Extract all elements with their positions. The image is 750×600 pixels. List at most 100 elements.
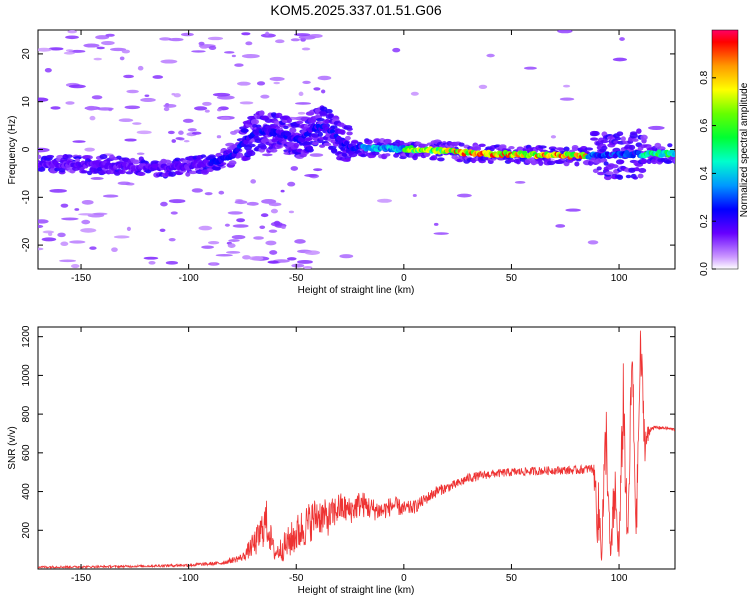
spectrogram-noise-blob: [204, 192, 213, 196]
spectrogram-noise-blob: [253, 236, 265, 240]
spectrogram-noise-blob: [178, 130, 184, 135]
spectrogram-noise-blob: [298, 91, 304, 97]
spectrogram-noise-blob: [218, 190, 225, 195]
spectrogram-noise-blob: [159, 37, 172, 41]
spectrogram-noise-blob: [200, 45, 209, 49]
spectrogram-noise-blob: [297, 259, 313, 264]
spectrogram-halo: [584, 147, 594, 151]
spectrogram-noise-blob: [124, 105, 141, 110]
spectrogram-noise-blob: [90, 177, 104, 180]
spectrogram-noise-blob: [287, 181, 296, 187]
spectrogram-noise-blob: [412, 194, 417, 198]
spectrogram-halo: [283, 125, 289, 130]
spectrogram-halo: [629, 131, 638, 136]
colorbar-tick-label: 0.8: [699, 70, 710, 84]
spectrogram-noise-blob: [91, 95, 103, 100]
spectrogram-noise-blob: [61, 217, 79, 221]
spectrogram-noise-blob: [376, 198, 393, 203]
spectrogram-noise-blob: [50, 106, 61, 110]
spectrogram-noise-blob: [265, 240, 277, 246]
spectrogram-noise-blob: [514, 181, 526, 184]
spectrogram-noise-blob: [191, 188, 203, 193]
spectrogram-noise-blob: [67, 30, 78, 34]
spectrogram-noise-blob: [302, 80, 311, 84]
spectrogram-noise-blob: [309, 153, 324, 157]
spectrogram-noise-blob: [124, 138, 137, 142]
spectrogram-halo: [605, 171, 614, 176]
spectrogram-halo: [574, 161, 580, 167]
spectrogram-noise-blob: [89, 246, 97, 250]
spectrogram-noise-blob: [42, 230, 55, 234]
spectrogram-halo: [597, 171, 605, 176]
spectrogram-noise-blob: [117, 181, 131, 186]
spectrogram-halo: [616, 174, 624, 180]
spectrogram-noise-blob: [194, 106, 208, 111]
spectrogram-halo: [200, 154, 207, 158]
spectrogram-noise-blob: [236, 81, 251, 86]
spectrogram-noise-blob: [433, 222, 439, 226]
spectrogram-noise-blob: [486, 53, 495, 58]
bottom-y-ticks: 200 400 600 800 1000 1200: [21, 325, 675, 539]
spectrogram-noise-blob: [268, 202, 282, 207]
spectrogram-halo: [38, 154, 42, 160]
spectrogram-halo: [672, 158, 675, 164]
spectrogram-noise-blob: [132, 122, 142, 125]
spectrogram-halo: [437, 157, 445, 162]
spectrogram-noise-blob: [227, 211, 243, 215]
spectrogram-halo: [168, 171, 177, 177]
spectrogram-noise-blob: [392, 47, 401, 53]
spectrogram-halo: [344, 135, 351, 141]
spectrogram-noise-blob: [148, 261, 156, 265]
spectrogram-noise-blob: [241, 32, 251, 36]
spectrogram-noise-blob: [65, 101, 75, 105]
spectrogram-noise-blob: [81, 199, 94, 205]
spectrogram-halo: [38, 167, 46, 172]
spectrogram-noise-blob: [647, 125, 665, 131]
spectrogram-noise-blob: [207, 241, 220, 245]
colorbar-tick-label: 0.4: [699, 166, 710, 180]
spectrogram-halo: [323, 142, 332, 147]
y-tick-label: 200: [21, 522, 32, 539]
spectrogram-noise-blob: [187, 128, 197, 132]
spectrogram-halo: [311, 141, 319, 146]
snr-panel: -150 -100 -50 0 50 100 200 400 600 800 1000 1200 H…: [7, 325, 676, 596]
colorbar-tick-label: 0.2: [699, 214, 710, 228]
spectrogram-noise-blob: [167, 130, 175, 135]
spectrogram-noise-blob: [191, 131, 202, 135]
spectrogram-noise-blob: [38, 219, 49, 224]
spectrogram-halo: [213, 166, 221, 171]
spectrogram-halo: [75, 158, 81, 163]
spectrogram-noise-blob: [178, 137, 185, 141]
spectrogram-halo: [634, 167, 640, 172]
y-tick-label: 600: [21, 444, 32, 461]
spectrogram-noise-blob: [304, 174, 318, 177]
y-tick-label: 0: [21, 146, 32, 152]
spectrogram-noise-blob: [63, 51, 75, 55]
spectrogram-noise-blob: [259, 225, 266, 229]
bottom-x-axis-label: Height of straight line (km): [298, 585, 415, 596]
spectrogram-noise-blob: [180, 32, 194, 37]
spectrogram-noise-blob: [136, 152, 145, 155]
spectrogram-noise-blob: [555, 224, 566, 228]
spectrogram-halo: [225, 148, 233, 154]
spectrogram-halo: [598, 157, 608, 163]
spectrogram-noise-blob: [85, 105, 97, 111]
colorbar-tick-label: 0.0: [699, 262, 710, 276]
spectrogram-noise-blob: [123, 74, 134, 79]
spectrogram-noise-blob: [60, 241, 69, 246]
spectrogram-halo: [80, 170, 88, 174]
spectrogram-halo: [538, 160, 544, 166]
spectrogram-halo: [45, 154, 55, 159]
spectrogram-halo: [339, 129, 346, 135]
spectrogram-noise-blob: [232, 224, 249, 228]
x-tick-label: -100: [179, 573, 199, 584]
spectrogram-noise-blob: [290, 166, 299, 171]
spectrogram-halo: [616, 131, 624, 137]
spectrogram-noise-blob: [168, 199, 186, 204]
spectrogram-noise-blob: [456, 193, 472, 198]
spectrogram-halo: [99, 154, 108, 160]
spectrogram-noise-blob: [280, 189, 285, 193]
spectrogram-halo: [508, 146, 515, 150]
x-tick-label: 100: [611, 273, 628, 284]
